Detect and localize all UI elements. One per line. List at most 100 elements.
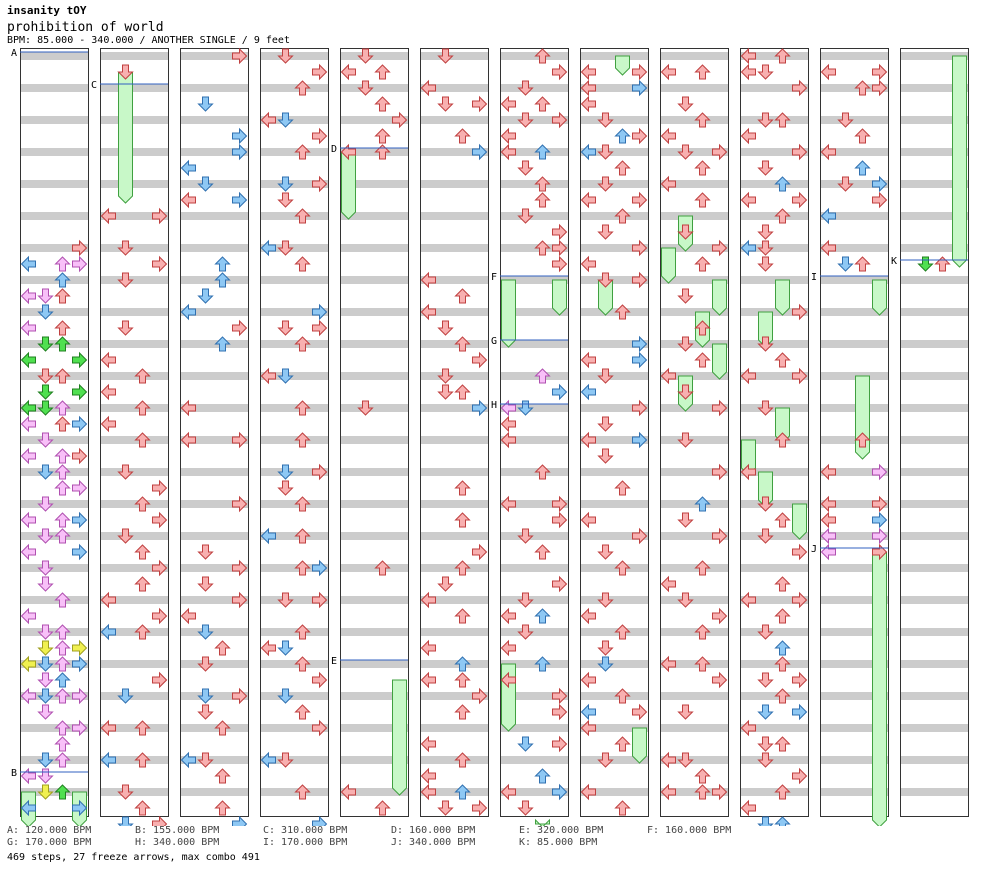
beat-stripe [740, 564, 808, 572]
step-arrow [294, 336, 311, 352]
step-arrow [757, 224, 774, 240]
beat-stripe [340, 340, 408, 348]
beat-stripe [420, 468, 488, 476]
step-arrow [792, 671, 808, 689]
beat-stripe [660, 116, 728, 124]
beat-stripe [740, 340, 808, 348]
freeze-arrow [872, 551, 887, 826]
chart-column [660, 48, 728, 816]
step-arrow [694, 320, 711, 336]
step-arrow [757, 336, 774, 352]
beat-stripe [660, 468, 728, 476]
step-arrow [597, 368, 614, 384]
step-arrow [232, 319, 248, 337]
beat-stripe [900, 180, 968, 188]
chart-column [20, 48, 88, 816]
step-arrow [500, 639, 516, 657]
step-arrow [580, 95, 596, 113]
step-arrow [37, 672, 54, 688]
beat-stripe [900, 212, 968, 220]
step-arrow [534, 176, 551, 192]
step-arrow [774, 784, 791, 800]
step-arrow [534, 368, 551, 384]
step-arrow [792, 591, 808, 609]
step-arrow [792, 767, 808, 785]
beat-stripe [180, 180, 248, 188]
step-arrow [72, 447, 88, 465]
step-arrow [712, 143, 728, 161]
beat-stripe [500, 340, 568, 348]
step-arrow [712, 399, 728, 417]
beat-stripe [900, 468, 968, 476]
beat-stripe [900, 564, 968, 572]
bpm-change-label: D [331, 144, 337, 155]
step-arrow [134, 720, 151, 736]
beat-stripe [500, 788, 568, 796]
step-arrow [277, 48, 294, 64]
beat-stripe [660, 724, 728, 732]
step-arrow [820, 239, 836, 257]
beat-stripe [20, 116, 88, 124]
step-arrow [632, 703, 648, 721]
step-arrow [72, 719, 88, 737]
beat-stripe [260, 596, 328, 604]
beat-stripe [900, 84, 968, 92]
bpm-change-label: C [91, 80, 97, 91]
step-arrow [454, 672, 471, 688]
step-arrow [152, 255, 168, 273]
beat-stripe [820, 692, 888, 700]
step-arrow [214, 256, 231, 272]
step-arrow [632, 351, 648, 369]
step-arrow [614, 624, 631, 640]
beat-stripe [820, 116, 888, 124]
beat-stripe [740, 628, 808, 636]
beat-stripe [420, 500, 488, 508]
step-arrow [694, 656, 711, 672]
beat-stripe [260, 724, 328, 732]
beat-stripe [420, 84, 488, 92]
step-arrow [792, 543, 808, 561]
step-arrow [312, 671, 328, 689]
freeze-arrow [118, 71, 133, 204]
freeze-arrow [501, 279, 516, 348]
beat-stripe [740, 404, 808, 412]
beat-stripe [20, 564, 88, 572]
beat-stripe [340, 788, 408, 796]
step-arrow [20, 415, 36, 433]
beat-stripe [820, 724, 888, 732]
step-arrow [357, 48, 374, 64]
step-arrow [534, 240, 551, 256]
step-arrow [260, 639, 276, 657]
beat-stripe [100, 628, 168, 636]
step-arrow [180, 751, 196, 769]
step-arrow [454, 752, 471, 768]
beat-stripe [660, 660, 728, 668]
step-arrow [597, 144, 614, 160]
step-totals: 469 steps, 27 freeze arrows, max combo 4… [7, 852, 260, 863]
beat-stripe [580, 84, 648, 92]
step-arrow [134, 368, 151, 384]
step-arrow [260, 239, 276, 257]
beat-stripe [100, 468, 168, 476]
step-arrow [437, 48, 454, 64]
beat-stripe [260, 84, 328, 92]
step-arrow [277, 640, 294, 656]
step-arrow [632, 271, 648, 289]
step-arrow [54, 752, 71, 768]
beat-stripe [420, 276, 488, 284]
step-arrow [37, 640, 54, 656]
step-arrow [854, 160, 871, 176]
beat-stripe [260, 180, 328, 188]
step-arrow [37, 784, 54, 800]
step-arrow [197, 176, 214, 192]
step-arrow [277, 192, 294, 208]
step-arrow [277, 464, 294, 480]
beat-stripe [660, 628, 728, 636]
beat-stripe [740, 500, 808, 508]
step-arrow [614, 560, 631, 576]
step-arrow [277, 176, 294, 192]
beat-stripe [580, 244, 648, 252]
step-arrow [854, 256, 871, 272]
bpm-change-label: K [891, 256, 897, 267]
beat-stripe [260, 52, 328, 60]
